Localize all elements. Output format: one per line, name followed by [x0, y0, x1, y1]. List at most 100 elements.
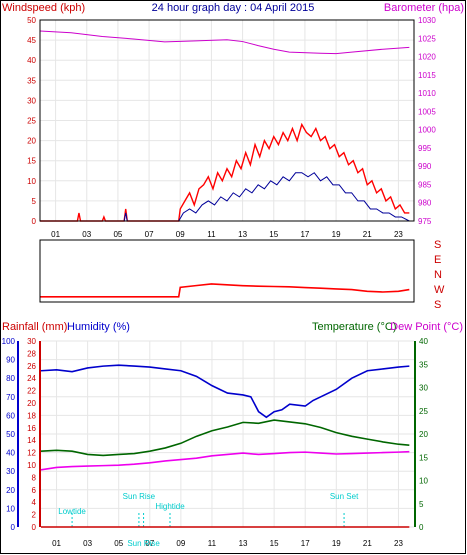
wind-average-line	[40, 172, 410, 222]
wind-panel-series	[39, 30, 410, 222]
baro-y-tick-label: 985	[418, 180, 432, 189]
rain-y-tick-label: 28	[27, 349, 36, 358]
event-marker-label: Sun Rise	[127, 539, 160, 548]
wind-y-tick-label: 50	[27, 16, 36, 25]
temp-y-tick-label: 0	[419, 523, 424, 532]
baro-y-tick-label: 1015	[418, 71, 436, 80]
rain-y-tick-label: 12	[27, 449, 36, 458]
temp-x-tick-label: 23	[394, 539, 403, 548]
temp-x-tick-label: 11	[208, 539, 217, 548]
baro-y-tick-label: 1025	[418, 34, 436, 43]
wind-x-tick-label: 21	[363, 230, 372, 239]
temp-y-tick-label: 20	[419, 430, 428, 439]
baro-y-tick-label: 1030	[418, 16, 436, 25]
rain-axis-label: Rainfall (mm)	[2, 321, 67, 333]
baro-y-tick-label: 980	[418, 199, 432, 208]
temp-axis-bar	[414, 341, 416, 527]
temp-y-tick-label: 35	[419, 360, 428, 369]
humidity-y-tick-label: 40	[6, 449, 15, 458]
humidity-y-tick-label: 80	[6, 374, 15, 383]
temp-y-tick-label: 25	[419, 407, 428, 416]
wind-x-tick-label: 17	[300, 230, 309, 239]
humidity-axis-bar	[17, 341, 19, 527]
rain-y-tick-label: 2	[32, 511, 37, 520]
humidity-y-tick-label: 10	[6, 504, 15, 513]
temp-y-ticks: 0 5 10 15 20 25 30 35 40	[419, 337, 428, 532]
dew-axis-label: Dew Point (°C)	[390, 321, 463, 333]
rain-y-tick-label: 22	[27, 387, 36, 396]
rain-y-tick-label: 24	[27, 374, 36, 383]
windspeed-line	[40, 122, 410, 222]
event-marker-label: Sun Set	[330, 492, 359, 501]
humidity-y-tick-label: 20	[6, 486, 15, 495]
wind-x-ticks: 01 03 05 07 09 11 13 15 17 19 21 23	[51, 230, 403, 239]
wind-axis-label: Windspeed (kph)	[2, 2, 85, 14]
wind-x-tick-label: 11	[207, 230, 216, 239]
rain-y-tick-label: 8	[32, 473, 37, 482]
wind-x-tick-label: 19	[332, 230, 341, 239]
humidity-y-tick-label: 90	[6, 356, 15, 365]
temp-panel-series	[40, 364, 410, 528]
humidity-y-tick-label: 70	[6, 393, 15, 402]
wind-direction-line	[40, 283, 410, 298]
wind-x-tick-label: 09	[176, 230, 185, 239]
temp-y-tick-label: 30	[419, 384, 428, 393]
wind-y-tick-label: 15	[27, 157, 36, 166]
wind-y-tick-label: 45	[27, 36, 36, 45]
wind-x-tick-label: 07	[145, 230, 154, 239]
temp-y-tick-label: 5	[419, 500, 424, 509]
wind-y-tick-label: 40	[27, 56, 36, 65]
temp-x-tick-label: 17	[301, 539, 310, 548]
wind-x-tick-label: 13	[238, 230, 247, 239]
rain-y-tick-label: 10	[27, 461, 36, 470]
wind-y-tick-label: 5	[32, 197, 37, 206]
temperature-axis-label: Temperature (°C)	[312, 321, 396, 333]
wind-y-tick-label: 20	[27, 137, 36, 146]
rain-y-tick-label: 14	[27, 436, 36, 445]
baro-y-tick-label: 1005	[418, 107, 436, 116]
humidity-y-tick-label: 50	[6, 430, 15, 439]
temperature-line	[40, 419, 410, 457]
direction-label: S	[434, 239, 441, 251]
dew-point-line	[40, 450, 410, 471]
humidity-y-tick-label: 100	[2, 337, 16, 346]
wind-y-tick-label: 35	[27, 76, 36, 85]
baro-line	[39, 30, 410, 55]
event-marker-label: Sun Rise	[123, 492, 156, 501]
wind-y-tick-label: 30	[27, 96, 36, 105]
temp-x-ticks: 01 03 05 07 09 11 13 15 17 19 21 23	[52, 539, 403, 548]
direction-panel-series	[40, 283, 410, 298]
direction-label: E	[434, 254, 441, 266]
wind-x-tick-label: 05	[113, 230, 122, 239]
rain-y-tick-label: 4	[32, 498, 37, 507]
humidity-y-ticks: 0 10 20 30 40 50 60 70 80 90 100	[2, 337, 16, 532]
wind-y-tick-label: 10	[27, 177, 36, 186]
event-marker-label: Hightide	[155, 502, 185, 511]
temp-x-tick-label: 07	[145, 539, 154, 548]
temp-x-tick-label: 21	[363, 539, 372, 548]
temp-y-tick-label: 15	[419, 453, 428, 462]
rain-y-tick-label: 18	[27, 411, 36, 420]
wind-x-tick-label: 03	[82, 230, 91, 239]
wind-x-tick-label: 23	[394, 230, 403, 239]
temp-x-tick-label: 15	[270, 539, 279, 548]
direction-panel-frame	[39, 239, 415, 303]
wind-panel-grid	[40, 19, 414, 222]
rain-y-tick-label: 30	[27, 337, 36, 346]
temp-y-tick-label: 40	[419, 337, 428, 346]
baro-y-tick-label: 995	[418, 144, 432, 153]
baro-y-tick-label: 1020	[418, 53, 436, 62]
rain-y-tick-label: 6	[32, 486, 37, 495]
chart-title: 24 hour graph day : 04 April 2015	[152, 2, 315, 14]
baro-y-ticks: 975 980 985 990 995 1000 1005 1010 1015 1020 1025 1…	[418, 16, 436, 226]
rain-axis-bar	[39, 341, 41, 527]
temp-x-tick-label: 03	[83, 539, 92, 548]
rain-y-tick-label: 0	[32, 523, 37, 532]
wind-y-tick-label: 0	[32, 217, 37, 226]
temp-y-tick-label: 10	[419, 477, 428, 486]
